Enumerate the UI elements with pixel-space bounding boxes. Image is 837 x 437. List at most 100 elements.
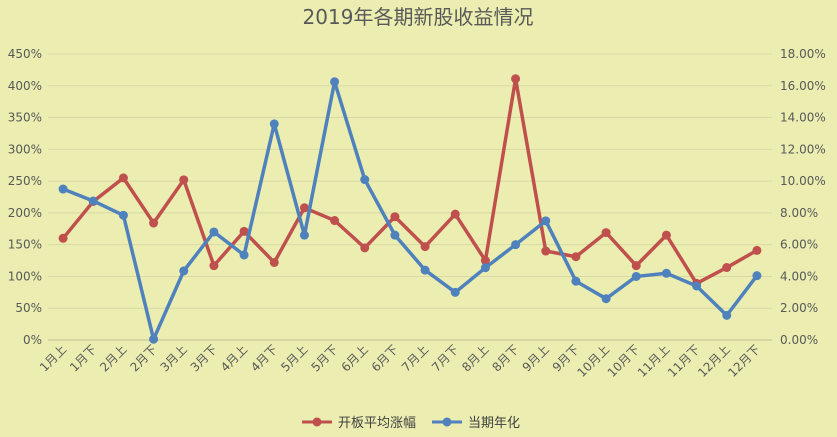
data-point bbox=[541, 246, 551, 256]
x-tick-label: 4月下 bbox=[248, 342, 280, 374]
data-point bbox=[631, 261, 641, 271]
x-tick-label: 1月下 bbox=[67, 342, 99, 374]
data-point bbox=[179, 266, 189, 276]
data-point bbox=[752, 271, 762, 281]
data-point bbox=[480, 256, 490, 266]
x-axis: 1月上1月下2月上2月下3月上3月下4月上4月下5月上5月下6月上6月下7月上7… bbox=[37, 339, 772, 380]
x-tick-label: 12月上 bbox=[695, 342, 733, 380]
data-point bbox=[420, 242, 430, 252]
legend-marker bbox=[312, 417, 322, 427]
data-point bbox=[209, 227, 219, 237]
x-tick-label: 10月下 bbox=[605, 342, 643, 380]
data-point bbox=[239, 226, 249, 236]
x-tick-label: 10月上 bbox=[575, 342, 613, 380]
x-tick-label: 6月上 bbox=[339, 342, 371, 374]
left-tick-label: 100% bbox=[8, 269, 42, 283]
left-axis: 0% 50% 100% 150% 200% 250% 300% 350% 400% 450% bbox=[8, 47, 42, 347]
x-tick-label: 6月下 bbox=[369, 342, 401, 374]
data-point bbox=[722, 310, 732, 320]
data-point bbox=[692, 281, 702, 291]
x-tick-label: 3月下 bbox=[188, 342, 220, 374]
right-tick-label: 18.00% bbox=[780, 47, 826, 61]
data-point bbox=[571, 276, 581, 286]
data-point bbox=[58, 184, 68, 194]
x-tick-label: 2月上 bbox=[97, 342, 129, 374]
right-tick-label: 0.00% bbox=[780, 333, 818, 347]
data-point bbox=[209, 261, 219, 271]
right-tick-label: 10.00% bbox=[780, 174, 826, 188]
series bbox=[58, 74, 762, 344]
data-point bbox=[511, 74, 521, 84]
data-point bbox=[601, 294, 611, 304]
x-tick-label: 11月上 bbox=[635, 342, 673, 380]
data-point bbox=[631, 271, 641, 281]
x-tick-label: 3月上 bbox=[158, 342, 190, 374]
left-tick-label: 250% bbox=[8, 174, 42, 188]
x-tick-label: 11月下 bbox=[665, 342, 703, 380]
data-point bbox=[511, 240, 521, 250]
x-tick-label: 7月下 bbox=[429, 342, 461, 374]
data-point bbox=[450, 287, 460, 297]
data-point bbox=[299, 230, 309, 240]
left-tick-label: 450% bbox=[8, 47, 42, 61]
data-point bbox=[661, 268, 671, 278]
legend-label: 当期年化 bbox=[468, 416, 520, 431]
right-tick-label: 2.00% bbox=[780, 301, 818, 315]
data-point bbox=[149, 334, 159, 344]
left-tick-label: 0% bbox=[23, 333, 42, 347]
series-line bbox=[61, 77, 759, 286]
data-point bbox=[118, 173, 128, 183]
data-point bbox=[601, 228, 611, 238]
chart-title: 2019年各期新股收益情况 bbox=[303, 5, 534, 29]
data-point bbox=[179, 175, 189, 185]
data-point bbox=[269, 119, 279, 129]
data-point bbox=[722, 263, 732, 273]
x-tick-label: 5月上 bbox=[278, 342, 310, 374]
x-tick-label: 2月下 bbox=[127, 342, 159, 374]
data-point bbox=[239, 250, 249, 260]
data-point bbox=[330, 77, 340, 87]
x-tick-label: 7月上 bbox=[399, 342, 431, 374]
right-tick-label: 16.00% bbox=[780, 79, 826, 93]
data-point bbox=[118, 210, 128, 220]
x-tick-label: 5月下 bbox=[308, 342, 340, 374]
data-point bbox=[58, 233, 68, 243]
x-tick-label: 8月下 bbox=[489, 342, 521, 374]
left-tick-label: 300% bbox=[8, 142, 42, 156]
data-point bbox=[360, 175, 370, 185]
data-point bbox=[360, 243, 370, 253]
left-tick-label: 50% bbox=[15, 301, 42, 315]
x-tick-label: 9月上 bbox=[520, 342, 552, 374]
x-tick-label: 1月上 bbox=[37, 342, 69, 374]
left-tick-label: 400% bbox=[8, 79, 42, 93]
x-tick-label: 8月上 bbox=[459, 342, 491, 374]
data-point bbox=[480, 263, 490, 273]
left-tick-label: 350% bbox=[8, 111, 42, 125]
data-point bbox=[330, 216, 340, 226]
data-point bbox=[269, 257, 279, 267]
data-point bbox=[450, 209, 460, 219]
data-point bbox=[390, 230, 400, 240]
right-tick-label: 12.00% bbox=[780, 142, 826, 156]
data-point bbox=[571, 252, 581, 262]
data-point bbox=[88, 196, 98, 206]
legend-marker bbox=[442, 417, 452, 427]
legend: 开板平均涨幅 当期年化 bbox=[302, 416, 520, 431]
data-point bbox=[752, 245, 762, 255]
right-tick-label: 6.00% bbox=[780, 238, 818, 252]
data-point bbox=[541, 216, 551, 226]
x-tick-label: 12月下 bbox=[725, 342, 763, 380]
data-point bbox=[420, 265, 430, 275]
left-tick-label: 150% bbox=[8, 238, 42, 252]
right-tick-label: 4.00% bbox=[780, 269, 818, 283]
legend-label: 开板平均涨幅 bbox=[338, 416, 416, 431]
data-point bbox=[661, 230, 671, 240]
x-tick-label: 4月上 bbox=[218, 342, 250, 374]
series-line bbox=[61, 80, 759, 341]
gridlines bbox=[48, 53, 772, 341]
left-tick-label: 200% bbox=[8, 206, 42, 220]
right-tick-label: 14.00% bbox=[780, 111, 826, 125]
data-point bbox=[390, 212, 400, 222]
right-tick-label: 8.00% bbox=[780, 206, 818, 220]
